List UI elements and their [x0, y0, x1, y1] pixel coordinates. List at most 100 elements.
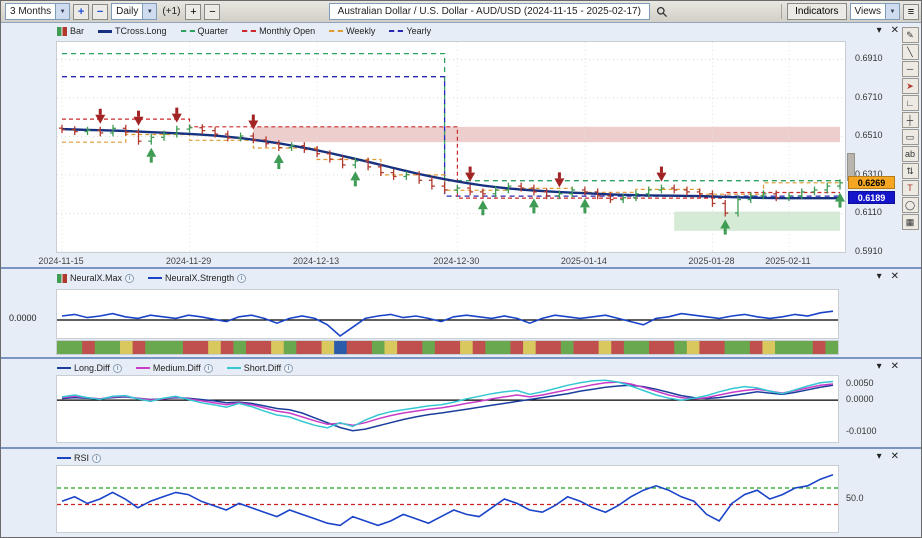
rsi-panel: RSI i ▾ ✕ 50.0 — [1, 449, 921, 537]
range-zoom-out-button[interactable]: − — [92, 3, 109, 20]
legend-item-long-diff[interactable]: Long.Diff i — [57, 363, 122, 373]
short-diff-line-icon — [226, 367, 241, 369]
info-icon[interactable]: i — [112, 363, 122, 373]
callout-tool-icon[interactable]: ▭ — [901, 129, 919, 145]
range-select[interactable]: 3 Months ▼ — [5, 3, 71, 20]
arrow-tool-icon[interactable]: ➤ — [901, 78, 919, 94]
angle-tool-icon[interactable]: ∟ — [901, 95, 919, 111]
diff-axis: 0.0050 0.0000 -0.0100 — [846, 359, 906, 449]
neuralx-strength-chart[interactable] — [56, 289, 839, 339]
chevron-down-icon: ▼ — [142, 4, 157, 19]
diff-panel: Long.Diff i Medium.Diff i Short.Diff i ▾… — [1, 359, 921, 449]
diff-legend: Long.Diff i Medium.Diff i Short.Diff i — [57, 363, 294, 373]
info-icon[interactable]: i — [125, 273, 135, 283]
trendline-tool-icon[interactable]: ╲ — [901, 44, 919, 60]
close-panel-button[interactable]: ✕ — [890, 361, 899, 372]
axis-tick-label: 0.5910 — [855, 246, 883, 256]
price-tag: 0.6189 — [848, 191, 895, 205]
legend-item-weekly[interactable]: Weekly — [329, 26, 375, 36]
axis-tick-label: 0.6110 — [855, 207, 882, 218]
axis-tick-label: 50.0 — [846, 493, 864, 503]
tcross-line-icon — [98, 29, 113, 33]
ellipse-tool-icon[interactable]: ◯ — [901, 197, 919, 213]
crosshair-tool-icon[interactable]: ┼ — [901, 112, 919, 128]
rsi-chart[interactable] — [56, 465, 839, 533]
legend-item-rsi[interactable]: RSI i — [57, 453, 102, 463]
main-legend: Bar TCross.Long Quarter Monthly Open Wee… — [57, 26, 431, 36]
long-diff-line-icon — [57, 367, 71, 369]
legend-item-quarter[interactable]: Quarter — [180, 26, 228, 36]
views-select-value: Views — [854, 6, 882, 17]
grid-tool-icon[interactable]: ▦ — [901, 214, 919, 230]
legend-item-neuralx-max[interactable]: NeuralX.Max i — [57, 273, 135, 283]
range-zoom-in-button[interactable]: + — [73, 3, 90, 20]
close-panel-button[interactable]: ✕ — [890, 451, 899, 462]
legend-label: TCross.Long — [115, 26, 167, 36]
rsi-legend: RSI i — [57, 453, 102, 463]
info-icon[interactable]: i — [92, 453, 102, 463]
chart-title-box: Australian Dollar / U.S. Dollar - AUD/US… — [328, 3, 650, 20]
chevron-down-icon: ▼ — [885, 4, 900, 19]
offset-label: (+1) — [162, 6, 181, 17]
axis-tick-label: 0.6910 — [855, 53, 883, 64]
legend-item-medium-diff[interactable]: Medium.Diff i — [135, 363, 213, 373]
search-button[interactable] — [653, 3, 671, 20]
collapse-panel-button[interactable]: ▾ — [876, 271, 882, 282]
text-tool-icon[interactable]: T — [901, 180, 919, 196]
legend-label: Long.Diff — [74, 363, 110, 373]
close-panel-button[interactable]: ✕ — [890, 271, 899, 282]
medium-diff-line-icon — [135, 367, 150, 369]
top-toolbar: 3 Months ▼ + − Daily ▼ (+1) + − Australi… — [1, 1, 921, 23]
horizontal-line-tool-icon[interactable]: ─ — [901, 61, 919, 77]
neuralx-max-icon — [57, 273, 67, 283]
legend-label: Yearly — [406, 26, 432, 36]
legend-item-bar[interactable]: Bar — [57, 26, 84, 36]
neuralx-legend: NeuralX.Max i NeuralX.Strength i — [57, 273, 247, 283]
interval-plus-button[interactable]: + — [185, 3, 202, 20]
interval-select[interactable]: Daily ▼ — [111, 3, 158, 20]
price-tag: 0.6269 — [848, 175, 895, 189]
legend-item-neuralx-strength[interactable]: NeuralX.Strength i — [148, 273, 247, 283]
menu-button[interactable]: ≡ — [903, 3, 920, 20]
info-icon[interactable]: i — [237, 273, 247, 283]
legend-item-monthly-open[interactable]: Monthly Open — [242, 26, 315, 36]
indicators-button[interactable]: Indicators — [787, 3, 847, 20]
collapse-panel-button[interactable]: ▾ — [876, 451, 882, 462]
price-axis[interactable]: 0.6910 0.6710 0.6510 0.6310 0.6110 0.5910 — [853, 23, 899, 269]
rsi-axis: 50.0 — [846, 449, 906, 537]
collapse-panel-button[interactable]: ▾ — [876, 361, 882, 372]
legend-label: NeuralX.Max — [70, 273, 123, 283]
quarter-line-icon — [180, 30, 195, 32]
legend-label: Monthly Open — [259, 26, 316, 36]
legend-item-tcross-long[interactable]: TCross.Long — [98, 26, 167, 36]
axis-tick-label: 2025-01-28 — [688, 256, 735, 266]
page-title: Australian Dollar / U.S. Dollar - AUD/US… — [337, 6, 641, 17]
diff-chart[interactable] — [56, 375, 839, 443]
diff-panel-controls: ▾ ✕ — [877, 361, 899, 373]
expand-tool-icon[interactable]: ⇅ — [901, 163, 919, 179]
legend-label: RSI — [74, 453, 90, 463]
info-icon[interactable]: i — [284, 363, 294, 373]
monthly-open-line-icon — [242, 30, 257, 32]
main-price-chart[interactable] — [56, 41, 846, 253]
collapse-panel-button[interactable]: ▾ — [876, 25, 882, 36]
info-icon[interactable]: i — [203, 363, 213, 373]
legend-label: Medium.Diff — [152, 363, 201, 373]
axis-tick-label: 0.6510 — [855, 130, 883, 141]
legend-label: NeuralX.Strength — [165, 273, 235, 283]
rsi-panel-controls: ▾ ✕ — [877, 451, 899, 463]
legend-item-yearly[interactable]: Yearly — [389, 26, 431, 36]
interval-minus-button[interactable]: − — [204, 3, 221, 20]
main-panel-controls: ▾ ✕ — [877, 25, 899, 37]
pencil-tool-icon[interactable]: ✎ — [901, 27, 919, 43]
views-select[interactable]: Views ▼ — [849, 3, 901, 20]
neuralx-panel-controls: ▾ ✕ — [877, 271, 899, 283]
main-chart-panel: Bar TCross.Long Quarter Monthly Open Wee… — [1, 23, 921, 269]
annotation-tool-icon[interactable]: ab — [901, 146, 919, 162]
neuralx-max-strip[interactable] — [56, 340, 839, 355]
yearly-line-icon — [389, 30, 404, 32]
legend-item-short-diff[interactable]: Short.Diff i — [226, 363, 294, 373]
close-panel-button[interactable]: ✕ — [890, 25, 899, 36]
legend-label: Bar — [70, 26, 85, 36]
chevron-down-icon: ▼ — [55, 4, 70, 19]
